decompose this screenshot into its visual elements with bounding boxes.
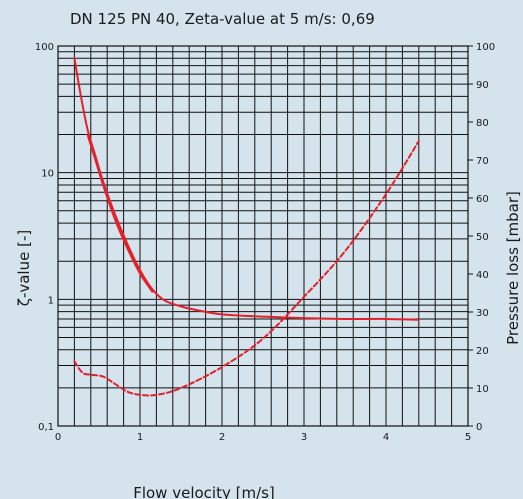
tick-labels: 0 1 2 3 4 5 0,1 1 10 100 0 10 20 30 40 50 60 70 80 90 100: [35, 42, 495, 443]
y-right-tick-label: 70: [476, 156, 489, 167]
y-axis-label-right: Pressure loss [mbar]: [504, 191, 522, 345]
y-right-tick-label: 90: [476, 80, 489, 91]
chart-title: DN 125 PN 40, Zeta-value at 5 m/s: 0,69: [70, 10, 375, 28]
x-tick-label: 5: [465, 432, 471, 443]
y-right-tick-label: 50: [476, 232, 489, 243]
x-tick-label: 2: [219, 432, 225, 443]
plot-frame: [57, 45, 469, 427]
y-right-tick-label: 0: [476, 422, 482, 433]
y-right-tick-label: 100: [476, 42, 495, 53]
x-tick-label: 1: [137, 432, 143, 443]
y-left-tick-label: 1: [48, 295, 54, 306]
y-left-tick-label: 100: [35, 42, 54, 53]
x-tick-label: 4: [383, 432, 389, 443]
series-group: [73, 57, 420, 397]
y-left-tick-label: 10: [41, 169, 54, 180]
zeta-value-line: [86, 133, 154, 293]
y-right-tick-label: 80: [476, 118, 489, 129]
y-right-tick-label: 10: [476, 384, 489, 395]
zeta-value-line: [73, 57, 420, 321]
grid: [57, 45, 473, 427]
y-right-tick-label: 30: [476, 308, 489, 319]
x-axis-label: Flow velocity [m/s]: [133, 484, 275, 499]
y-right-tick-label: 20: [476, 346, 489, 357]
y-right-tick-label: 60: [476, 194, 489, 205]
pressure-loss-line: [73, 140, 420, 397]
x-tick-label: 0: [55, 432, 61, 443]
y-right-tick-label: 40: [476, 270, 489, 281]
y-left-tick-label: 0,1: [38, 422, 54, 433]
y-axis-label-left: ζ-value [-]: [15, 230, 33, 306]
x-tick-label: 3: [301, 432, 307, 443]
